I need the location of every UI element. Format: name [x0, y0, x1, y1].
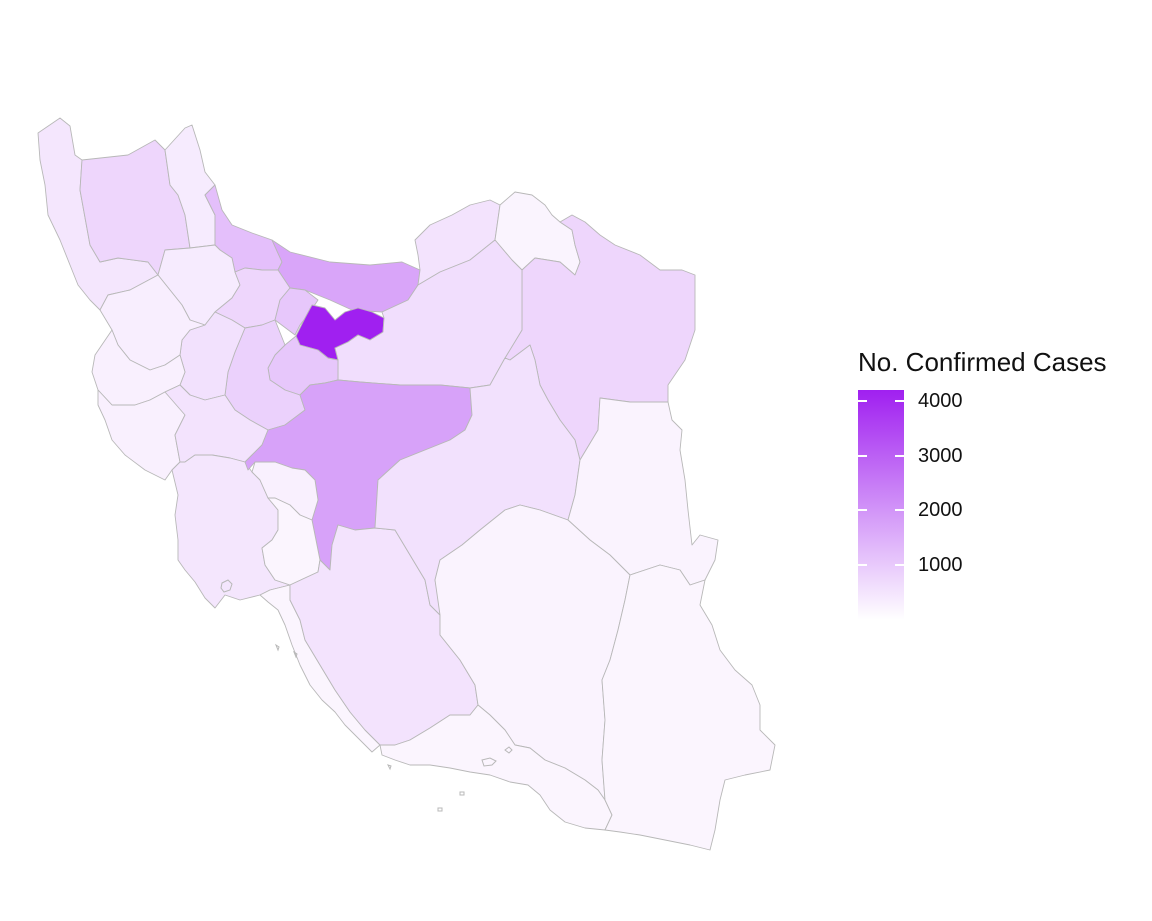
island-outline	[437, 807, 443, 812]
island-outline	[387, 764, 392, 771]
legend-tick-label: 1000	[918, 554, 963, 577]
island-outline	[274, 643, 280, 652]
island-markers	[220, 579, 513, 812]
legend-title: No. Confirmed Cases	[858, 347, 1107, 377]
island-outline	[481, 757, 497, 767]
legend-tick-label: 3000	[918, 444, 963, 467]
island-outline	[504, 746, 513, 754]
legend-tick-label: 2000	[918, 499, 963, 522]
province-regions	[37, 117, 776, 851]
legend-color-bar	[858, 390, 904, 620]
legend-tick-label: 4000	[918, 389, 963, 412]
province-sistan-baluchestan[interactable]	[601, 564, 776, 851]
island-outline	[292, 650, 298, 659]
island-outline	[459, 791, 465, 796]
island-outline	[220, 579, 233, 593]
